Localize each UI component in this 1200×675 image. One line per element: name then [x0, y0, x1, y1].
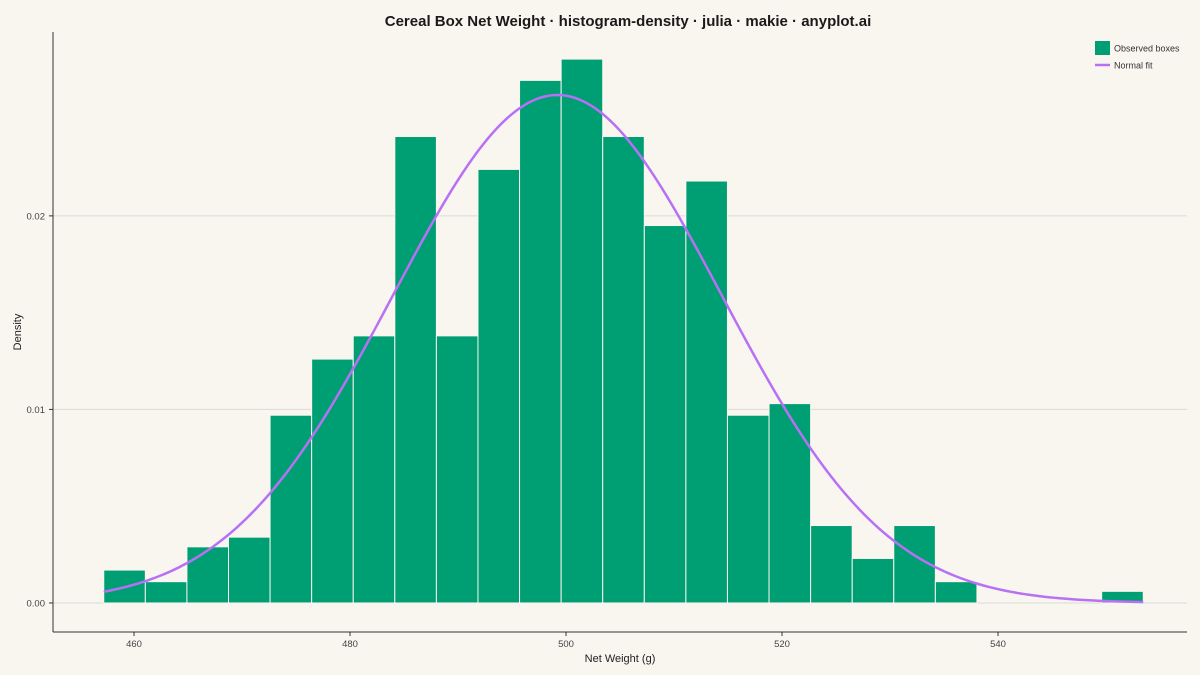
normal-fit-line: [103, 93, 1144, 604]
y-tick-label-0: 0.00: [27, 598, 46, 609]
histogram-bar-2: [186, 546, 229, 604]
chart-title: Cereal Box Net Weight · histogram-densit…: [385, 13, 871, 30]
y-axis-label: Density: [12, 313, 24, 350]
histogram-bar-14: [685, 180, 728, 604]
histogram-bar-7: [394, 136, 437, 604]
histogram-bar-8: [435, 335, 479, 604]
legend-label-observed: Observed boxes: [1114, 44, 1180, 54]
histogram-bar-6: [352, 335, 396, 604]
legend: Observed boxes Normal fit: [1095, 41, 1180, 71]
histogram-bar-12: [602, 136, 645, 604]
histogram-bar-3: [228, 536, 271, 604]
normal-fit-curve: [103, 93, 1144, 604]
x-axis-label: Net Weight (g): [585, 653, 656, 665]
x-tick-label-1: 480: [342, 639, 358, 650]
histogram-bar-13: [643, 225, 687, 604]
histogram-bar-16: [768, 403, 812, 604]
histogram-bar-5: [311, 358, 354, 604]
x-tick-label-3: 520: [774, 639, 790, 650]
histogram-bar-1: [144, 581, 188, 604]
histogram-bar-15: [726, 414, 770, 604]
histogram-bar-10: [519, 79, 562, 604]
histogram-bar-11: [560, 58, 604, 604]
histogram-bar-4: [269, 414, 313, 604]
x-tick-label-0: 460: [126, 639, 142, 650]
histogram-bar-17: [810, 525, 853, 604]
histogram-bar-24: [1101, 590, 1144, 604]
x-tick-label-2: 500: [558, 639, 574, 650]
x-tick-label-4: 540: [990, 639, 1006, 650]
histogram-bar-20: [934, 581, 978, 604]
histogram-bars: [103, 58, 1144, 604]
legend-swatch-observed: [1095, 41, 1110, 55]
tick-labels: 460 480 500 520 540 0.00 0.01 0.02: [27, 211, 1006, 650]
histogram-bar-9: [477, 168, 521, 604]
y-tick-label-1: 0.01: [27, 405, 46, 416]
histogram-bar-18: [851, 557, 895, 604]
y-tick-label-2: 0.02: [27, 211, 46, 222]
legend-label-normal-fit: Normal fit: [1114, 61, 1153, 71]
